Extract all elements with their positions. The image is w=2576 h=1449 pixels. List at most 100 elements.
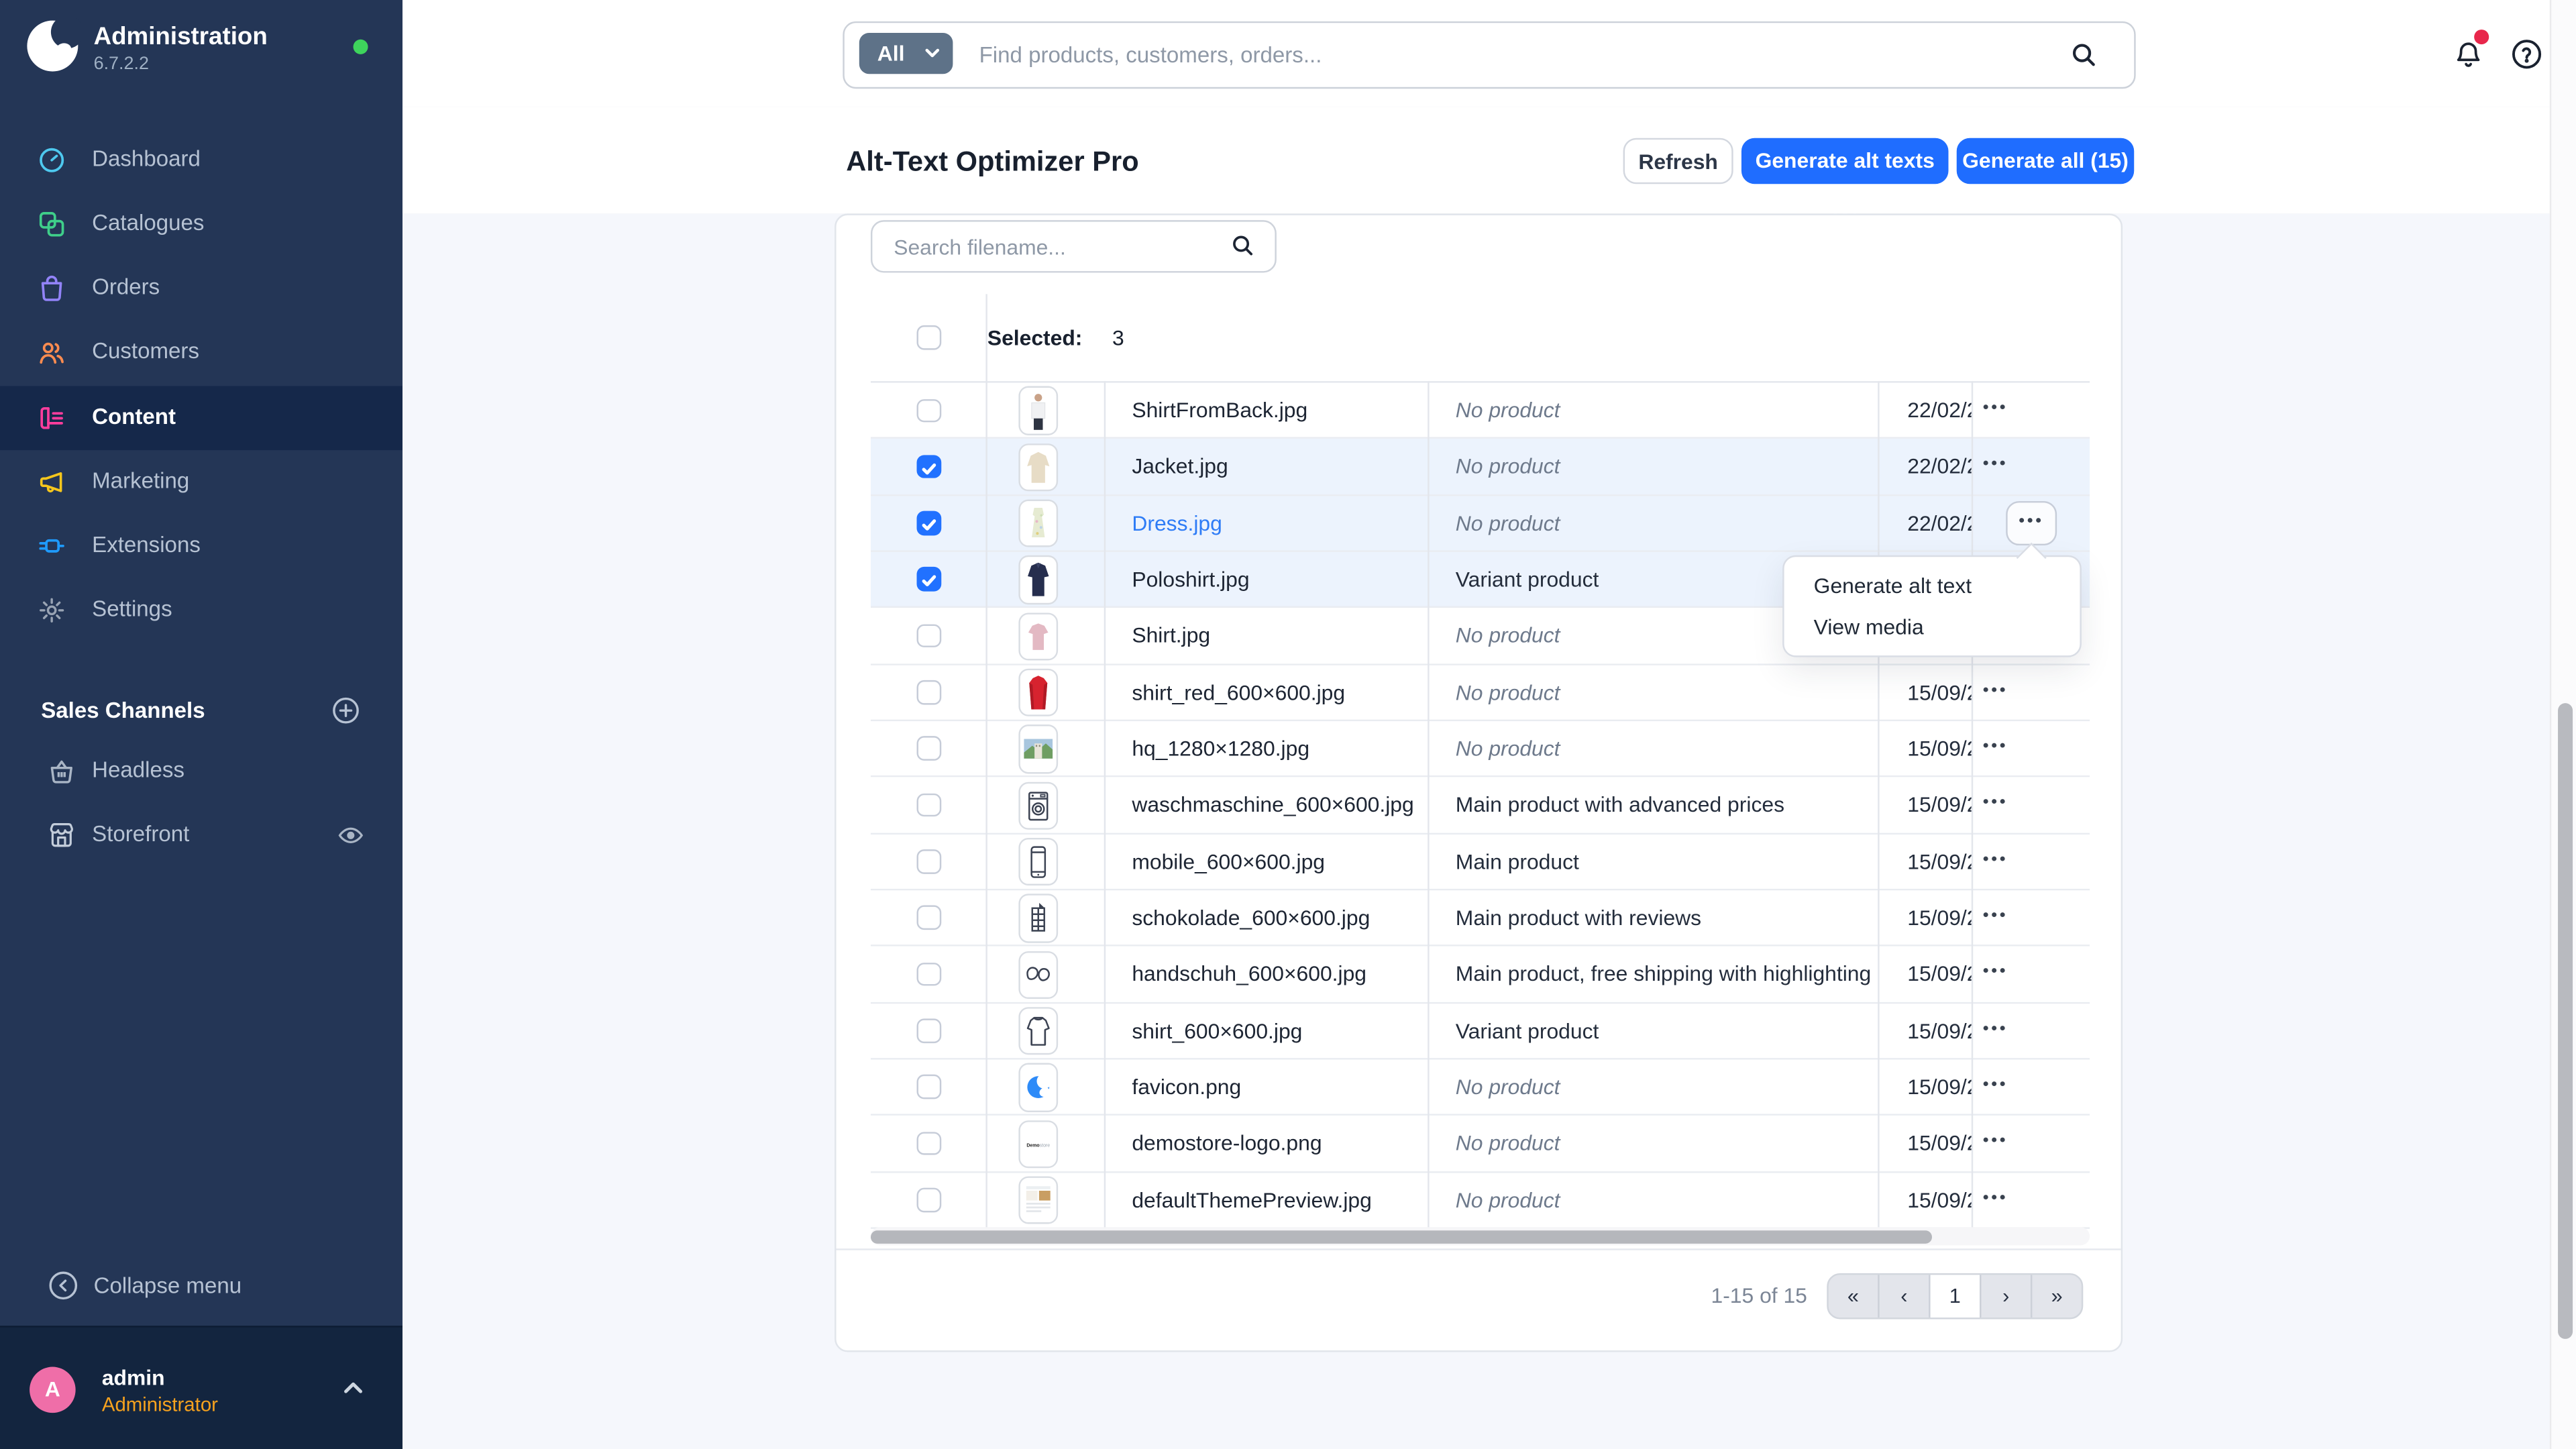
- media-filename-link[interactable]: handschuh_600×600.jpg: [1132, 961, 1367, 987]
- row-context-menu-button[interactable]: •••: [1982, 737, 2008, 756]
- search-icon[interactable]: [2070, 41, 2098, 69]
- sidebar-item-content[interactable]: Content: [0, 385, 403, 449]
- plug-icon: [38, 532, 66, 560]
- filename-filter-input[interactable]: [890, 226, 1226, 266]
- content-icon: [38, 403, 66, 431]
- select-all-checkbox[interactable]: [916, 325, 941, 350]
- row-context-menu-button[interactable]: •••: [1982, 1019, 2008, 1038]
- horizontal-scrollbar-thumb[interactable]: [870, 1230, 1933, 1243]
- media-filename-link[interactable]: Shirt.jpg: [1132, 623, 1211, 648]
- product-assignment: No product: [1455, 510, 1560, 535]
- eye-icon: [337, 822, 365, 850]
- prev-page-button[interactable]: ‹: [1878, 1275, 1929, 1318]
- search-scope-dropdown[interactable]: All: [859, 32, 953, 74]
- chevron-down-icon: [925, 48, 940, 59]
- media-filename-link[interactable]: hq_1280×1280.jpg: [1132, 736, 1310, 761]
- next-page-button[interactable]: ›: [1980, 1275, 2031, 1318]
- row-checkbox[interactable]: [916, 737, 941, 761]
- upload-date: 15/09/2: [1907, 961, 1972, 987]
- sidebar-item-headless[interactable]: Headless: [0, 739, 402, 804]
- chevron-up-icon: [341, 1377, 364, 1399]
- media-thumbnail: [1018, 1006, 1059, 1056]
- help-icon[interactable]: [2510, 38, 2543, 70]
- row-context-menu-button[interactable]: •••: [1982, 399, 2008, 418]
- vertical-scrollbar-thumb[interactable]: [2557, 703, 2572, 1339]
- media-filename-link[interactable]: favicon.png: [1132, 1074, 1242, 1099]
- sidebar-item-label: Orders: [92, 274, 160, 300]
- context-menu-item-view-media[interactable]: View media: [1813, 614, 1924, 639]
- user-menu[interactable]: A admin Administrator: [0, 1326, 403, 1449]
- row-context-menu-button[interactable]: •••: [1982, 1189, 2008, 1208]
- search-icon[interactable]: [1230, 233, 1255, 258]
- media-filename-link[interactable]: ShirtFromBack.jpg: [1132, 397, 1308, 423]
- row-checkbox[interactable]: [916, 1131, 941, 1156]
- row-context-menu-button[interactable]: •••: [1982, 794, 2008, 812]
- row-checkbox[interactable]: [916, 454, 941, 479]
- row-checkbox[interactable]: [916, 793, 941, 817]
- row-checkbox[interactable]: [916, 1018, 941, 1043]
- media-filename-link[interactable]: shirt_red_600×600.jpg: [1132, 679, 1346, 704]
- media-thumbnail: [1018, 781, 1059, 830]
- media-filename-link[interactable]: Jacket.jpg: [1132, 453, 1228, 479]
- row-checkbox[interactable]: [916, 568, 941, 592]
- media-filename-link[interactable]: schokolade_600×600.jpg: [1132, 905, 1371, 930]
- row-context-menu-button[interactable]: •••: [2006, 500, 2057, 545]
- sidebar-item-dashboard[interactable]: Dashboard: [0, 128, 402, 193]
- upload-date: 15/09/2: [1907, 679, 1972, 704]
- media-thumbnail: Demostore: [1018, 1120, 1059, 1169]
- last-page-button[interactable]: »: [2030, 1275, 2082, 1318]
- online-status-dot: [353, 39, 368, 54]
- row-checkbox[interactable]: [916, 511, 941, 535]
- row-checkbox[interactable]: [916, 398, 941, 423]
- row-context-menu-button[interactable]: •••: [1982, 963, 2008, 981]
- media-filename-link[interactable]: Poloshirt.jpg: [1132, 566, 1250, 592]
- sidebar-item-storefront[interactable]: Storefront: [0, 804, 402, 868]
- row-checkbox[interactable]: [916, 962, 941, 987]
- sidebar-item-marketing[interactable]: Marketing: [0, 449, 402, 514]
- media-thumbnail: [1018, 443, 1059, 492]
- row-checkbox[interactable]: [916, 906, 941, 930]
- context-menu-item-generate-alt-text[interactable]: Generate alt text: [1813, 573, 1972, 598]
- table-row: Jacket.jpg No product 22/02/2 •••: [870, 439, 2090, 496]
- global-search-input[interactable]: [975, 30, 1968, 81]
- row-context-menu-button[interactable]: •••: [1982, 1075, 2008, 1094]
- pagination-range: 1-15 of 15: [1711, 1283, 1807, 1308]
- row-checkbox[interactable]: [916, 1187, 941, 1212]
- media-filename-link[interactable]: demostore-logo.png: [1132, 1130, 1322, 1156]
- row-context-menu-button[interactable]: •••: [1982, 455, 2008, 474]
- sidebar-item-extensions[interactable]: Extensions: [0, 514, 402, 578]
- collapse-menu-button[interactable]: Collapse menu: [0, 1254, 402, 1318]
- row-context-menu-button[interactable]: •••: [1982, 850, 2008, 869]
- row-checkbox[interactable]: [916, 624, 941, 648]
- vertical-scrollbar-track[interactable]: [2549, 0, 2576, 1449]
- page-1-button[interactable]: 1: [1929, 1275, 1980, 1318]
- upload-date: 15/09/2: [1907, 1187, 1972, 1212]
- row-context-menu-button[interactable]: •••: [1982, 906, 2008, 925]
- generate-all-15-button[interactable]: Generate all (15): [1956, 138, 2135, 184]
- row-checkbox[interactable]: [916, 849, 941, 873]
- pagination-controls: « ‹ 1 ›»: [1827, 1273, 2084, 1320]
- upload-date: 15/09/2: [1907, 1018, 1972, 1043]
- avatar: A: [30, 1366, 76, 1413]
- media-filename-link[interactable]: mobile_600×600.jpg: [1132, 849, 1326, 873]
- sidebar-item-orders[interactable]: Orders: [0, 257, 402, 321]
- generate-alt-texts-3-button[interactable]: Generate alt texts (3): [1741, 138, 1949, 219]
- media-filename-link[interactable]: shirt_600×600.jpg: [1132, 1018, 1303, 1043]
- row-context-menu-button[interactable]: •••: [1982, 1132, 2008, 1150]
- column-divider: [1104, 381, 1106, 1228]
- row-context-menu-button[interactable]: •••: [1982, 681, 2008, 700]
- sidebar-item-settings[interactable]: Settings: [0, 578, 402, 643]
- media-filename-link[interactable]: Dress.jpg: [1132, 510, 1222, 535]
- app-version: 6.7.2.2: [93, 54, 149, 74]
- sidebar-item-catalogues[interactable]: Catalogues: [0, 193, 402, 257]
- media-filename-link[interactable]: waschmaschine_600×600.jpg: [1132, 792, 1414, 817]
- sidebar-item-customers[interactable]: Customers: [0, 321, 402, 386]
- refresh-button[interactable]: Refresh: [1623, 138, 1733, 184]
- notifications-bell-icon[interactable]: [2453, 40, 2484, 71]
- media-filename-link[interactable]: defaultThemePreview.jpg: [1132, 1187, 1372, 1212]
- row-checkbox[interactable]: [916, 680, 941, 704]
- add-sales-channel-icon[interactable]: [332, 696, 360, 724]
- table-row: handschuh_600×600.jpg Main product, free…: [870, 947, 2090, 1004]
- first-page-button[interactable]: «: [1847, 1285, 1859, 1308]
- row-checkbox[interactable]: [916, 1075, 941, 1099]
